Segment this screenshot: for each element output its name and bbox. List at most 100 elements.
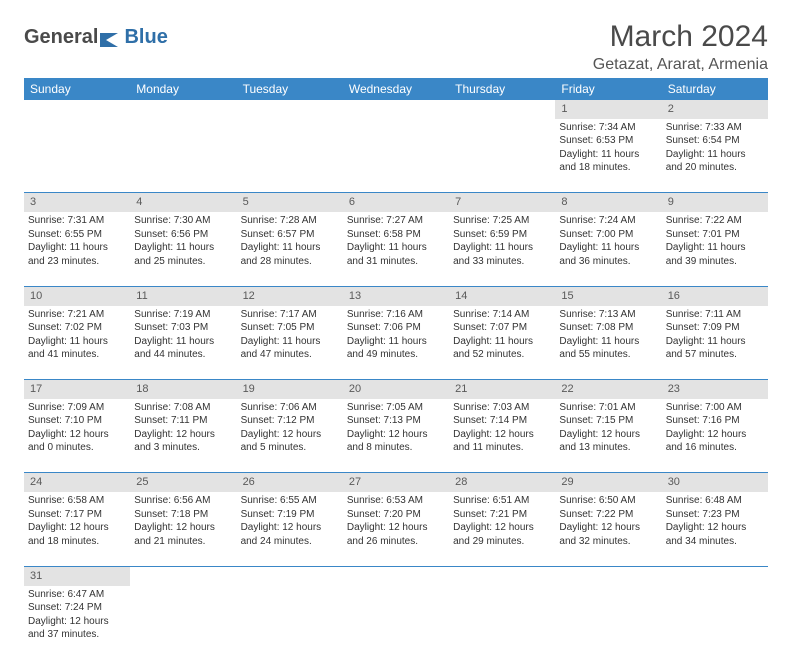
day-number <box>130 566 236 585</box>
day-cell-line: and 3 minutes. <box>134 441 232 455</box>
day-cell <box>449 586 555 660</box>
day-cell-line: and 13 minutes. <box>559 441 657 455</box>
day-cell-line: Daylight: 12 hours <box>559 521 657 535</box>
day-number: 12 <box>237 286 343 305</box>
day-cell-line: Daylight: 12 hours <box>134 521 232 535</box>
day-cell-line: Sunset: 7:17 PM <box>28 508 126 522</box>
day-cell-line: Sunset: 7:10 PM <box>28 414 126 428</box>
day-data-row: Sunrise: 6:47 AMSunset: 7:24 PMDaylight:… <box>24 586 768 660</box>
day-cell-line: Sunrise: 7:22 AM <box>666 214 764 228</box>
day-cell-line: Sunrise: 7:31 AM <box>28 214 126 228</box>
day-cell-line: Sunset: 6:53 PM <box>559 134 657 148</box>
day-cell-line: Sunrise: 7:11 AM <box>666 308 764 322</box>
day-cell-line: Sunrise: 6:48 AM <box>666 494 764 508</box>
day-cell-line: Sunrise: 6:55 AM <box>241 494 339 508</box>
day-cell-line: Daylight: 12 hours <box>347 521 445 535</box>
day-cell-line: Sunrise: 7:19 AM <box>134 308 232 322</box>
day-cell-line: Sunset: 7:24 PM <box>28 601 126 615</box>
day-cell <box>343 119 449 193</box>
day-cell <box>555 586 661 660</box>
day-cell: Sunrise: 7:19 AMSunset: 7:03 PMDaylight:… <box>130 306 236 380</box>
day-number <box>449 100 555 119</box>
day-cell-line: and 21 minutes. <box>134 535 232 549</box>
day-number-row: 3456789 <box>24 193 768 212</box>
day-cell: Sunrise: 6:55 AMSunset: 7:19 PMDaylight:… <box>237 492 343 566</box>
day-cell-line: and 28 minutes. <box>241 255 339 269</box>
day-number: 27 <box>343 473 449 492</box>
day-cell: Sunrise: 7:13 AMSunset: 7:08 PMDaylight:… <box>555 306 661 380</box>
day-cell <box>662 586 768 660</box>
day-cell-line: Sunrise: 7:28 AM <box>241 214 339 228</box>
brand-logo: General Blue <box>24 20 168 49</box>
day-cell-line: Daylight: 11 hours <box>241 241 339 255</box>
calendar-table: Sunday Monday Tuesday Wednesday Thursday… <box>24 78 768 660</box>
weekday-header: Sunday <box>24 78 130 100</box>
day-cell-line: Daylight: 11 hours <box>134 241 232 255</box>
day-cell-line: and 57 minutes. <box>666 348 764 362</box>
day-cell-line: Sunrise: 7:09 AM <box>28 401 126 415</box>
day-cell: Sunrise: 7:08 AMSunset: 7:11 PMDaylight:… <box>130 399 236 473</box>
day-cell-line: Sunset: 7:01 PM <box>666 228 764 242</box>
month-title: March 2024 <box>593 20 768 54</box>
day-cell-line: Sunrise: 7:30 AM <box>134 214 232 228</box>
day-cell: Sunrise: 6:48 AMSunset: 7:23 PMDaylight:… <box>662 492 768 566</box>
day-cell-line: Daylight: 12 hours <box>666 521 764 535</box>
weekday-header: Wednesday <box>343 78 449 100</box>
day-data-row: Sunrise: 7:34 AMSunset: 6:53 PMDaylight:… <box>24 119 768 193</box>
day-number <box>24 100 130 119</box>
day-data-row: Sunrise: 7:31 AMSunset: 6:55 PMDaylight:… <box>24 212 768 286</box>
day-cell-line: Sunrise: 6:58 AM <box>28 494 126 508</box>
day-number <box>343 100 449 119</box>
day-cell-line: Sunrise: 7:03 AM <box>453 401 551 415</box>
day-cell-line: and 55 minutes. <box>559 348 657 362</box>
day-cell-line: Sunrise: 7:05 AM <box>347 401 445 415</box>
day-number: 19 <box>237 380 343 399</box>
day-cell-line: Sunrise: 7:25 AM <box>453 214 551 228</box>
day-number: 10 <box>24 286 130 305</box>
day-cell: Sunrise: 6:47 AMSunset: 7:24 PMDaylight:… <box>24 586 130 660</box>
day-cell <box>130 119 236 193</box>
day-number <box>343 566 449 585</box>
day-cell-line: Sunset: 7:15 PM <box>559 414 657 428</box>
day-cell-line: Sunset: 7:18 PM <box>134 508 232 522</box>
day-cell: Sunrise: 7:09 AMSunset: 7:10 PMDaylight:… <box>24 399 130 473</box>
day-number <box>237 100 343 119</box>
day-number: 4 <box>130 193 236 212</box>
day-cell-line: and 8 minutes. <box>347 441 445 455</box>
flag-icon <box>100 30 122 46</box>
day-cell-line: Sunset: 7:13 PM <box>347 414 445 428</box>
day-cell: Sunrise: 7:01 AMSunset: 7:15 PMDaylight:… <box>555 399 661 473</box>
day-number: 20 <box>343 380 449 399</box>
day-cell: Sunrise: 7:22 AMSunset: 7:01 PMDaylight:… <box>662 212 768 286</box>
day-number: 21 <box>449 380 555 399</box>
day-cell-line: and 47 minutes. <box>241 348 339 362</box>
day-cell-line: Sunrise: 7:00 AM <box>666 401 764 415</box>
day-cell: Sunrise: 7:27 AMSunset: 6:58 PMDaylight:… <box>343 212 449 286</box>
weekday-header: Friday <box>555 78 661 100</box>
day-number-row: 31 <box>24 566 768 585</box>
day-cell-line: Sunrise: 7:06 AM <box>241 401 339 415</box>
day-cell-line: Sunrise: 7:01 AM <box>559 401 657 415</box>
day-cell-line: Sunset: 7:16 PM <box>666 414 764 428</box>
day-cell-line: Sunset: 7:06 PM <box>347 321 445 335</box>
day-number: 6 <box>343 193 449 212</box>
day-cell-line: Sunset: 7:21 PM <box>453 508 551 522</box>
day-cell-line: and 29 minutes. <box>453 535 551 549</box>
day-cell-line: Sunset: 7:03 PM <box>134 321 232 335</box>
location-label: Getazat, Ararat, Armenia <box>593 56 768 74</box>
day-cell-line: Sunset: 6:59 PM <box>453 228 551 242</box>
day-number: 25 <box>130 473 236 492</box>
day-cell-line: Sunrise: 6:53 AM <box>347 494 445 508</box>
day-number <box>449 566 555 585</box>
day-cell-line: Daylight: 12 hours <box>28 615 126 629</box>
title-block: March 2024 Getazat, Ararat, Armenia <box>593 20 768 74</box>
day-cell <box>237 586 343 660</box>
day-data-row: Sunrise: 6:58 AMSunset: 7:17 PM Daylight:… <box>24 492 768 566</box>
day-cell-line: Sunset: 7:05 PM <box>241 321 339 335</box>
day-number: 5 <box>237 193 343 212</box>
day-number: 2 <box>662 100 768 119</box>
day-cell-line: Sunrise: 7:21 AM <box>28 308 126 322</box>
day-number <box>237 566 343 585</box>
day-cell-line: Sunset: 7:22 PM <box>559 508 657 522</box>
day-cell-line: and 0 minutes. <box>28 441 126 455</box>
